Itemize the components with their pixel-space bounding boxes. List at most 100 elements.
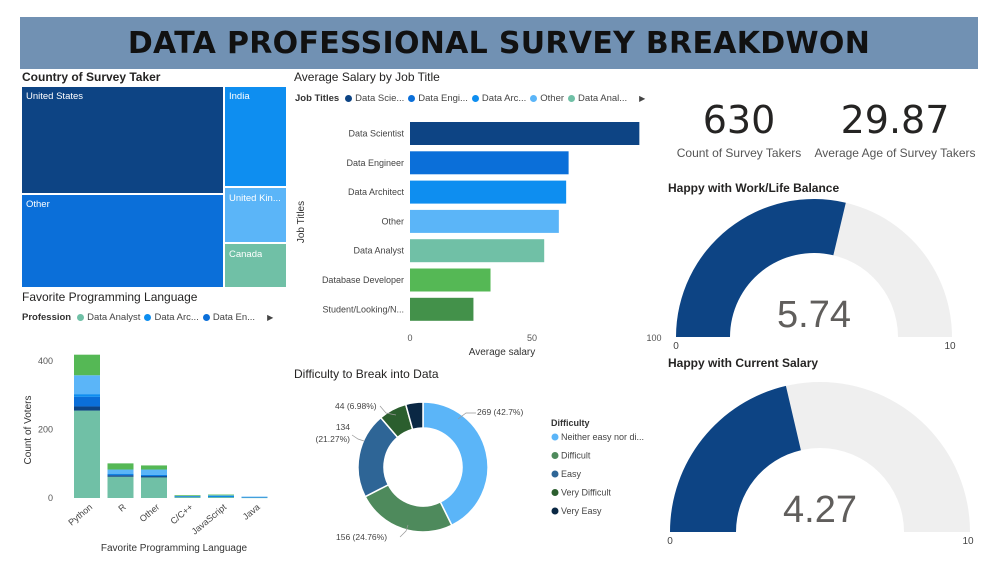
language-y-tick: 0 xyxy=(48,493,53,503)
salary-bar-chart[interactable]: Data Scientist Data Engineer Data Architec… xyxy=(290,110,662,370)
legend-label: Data Anal... xyxy=(578,93,628,104)
salary-category-label: Data Engineer xyxy=(346,158,404,168)
survey-count-label: Count of Survey Takers xyxy=(676,146,802,160)
gauge-min-label: 0 xyxy=(673,341,679,352)
legend-dot xyxy=(530,95,538,102)
current-salary-gauge-title: Happy with Current Salary xyxy=(668,356,819,370)
salary-bar-data-scientist xyxy=(410,122,640,145)
legend-label: Data Scie... xyxy=(355,93,405,104)
salary-category-label: Other xyxy=(381,216,404,226)
donut-slice-very-easy xyxy=(404,401,424,431)
language-bar-other-other xyxy=(141,469,167,475)
salary-category-label: Data Scientist xyxy=(348,129,404,139)
legend-item-data-anal[interactable]: Data Anal... xyxy=(568,93,627,104)
donut-data-label: (21.27%) xyxy=(316,434,351,444)
treemap-tile-canada[interactable]: Canada xyxy=(225,244,286,287)
legend-item-data-engi[interactable]: Data Engi... xyxy=(408,93,468,104)
legend-item-other[interactable]: Other xyxy=(530,93,564,104)
legend-item-data-arc[interactable]: Data Arc... xyxy=(144,312,199,323)
treemap-label-united-kingdom: United Kin... xyxy=(229,193,281,204)
salary-bar-data-analyst xyxy=(410,239,545,263)
language-bar-python-data-engineer xyxy=(74,396,100,407)
legend-title: Profession xyxy=(22,312,72,323)
salary-x-tick: 100 xyxy=(646,333,661,343)
work-life-balance-gauge[interactable]: 5.74 0 10 xyxy=(668,195,978,355)
salary-legend: Job Titles Data Scie... Data Engi... Data A… xyxy=(295,93,645,104)
salary-category-label: Data Analyst xyxy=(353,246,404,256)
language-x-axis-label: Favorite Programming Language xyxy=(101,543,248,554)
salary-category-label: Student/Looking/N... xyxy=(322,304,404,314)
language-category-label: C/C++ xyxy=(168,502,194,526)
legend-next-arrow-icon[interactable]: ▶ xyxy=(639,94,646,103)
language-bar-c-c-student xyxy=(174,495,201,497)
donut-legend-label: Difficult xyxy=(561,451,591,461)
language-bar-javascript-data-analyst xyxy=(208,496,234,498)
donut-legend-label: Easy xyxy=(561,469,582,479)
salary-category-label: Data Architect xyxy=(348,187,405,197)
language-bar-r-other xyxy=(107,469,134,474)
salary-y-axis-label: Job Titles xyxy=(296,201,307,243)
legend-next-arrow-icon[interactable]: ▶ xyxy=(267,313,274,322)
average-age-label: Average Age of Survey Takers xyxy=(814,146,976,160)
legend-dot xyxy=(408,95,416,102)
donut-legend-title: Difficulty xyxy=(551,418,590,428)
language-bar-c-c-data-analyst xyxy=(174,496,201,498)
legend-label: Data Analyst xyxy=(87,312,141,323)
salary-x-tick: 50 xyxy=(527,333,537,343)
average-age-value: 29.87 xyxy=(840,98,950,142)
treemap-label-united-states: United States xyxy=(26,91,84,102)
gauge-value-label: 5.74 xyxy=(777,294,851,336)
legend-label: Data Arc... xyxy=(481,93,527,104)
donut-legend-dot xyxy=(551,452,559,459)
language-bar-javascript-data-architect xyxy=(208,495,234,497)
donut-leader-line xyxy=(399,524,409,538)
legend-item-data-en[interactable]: Data En... xyxy=(202,312,256,323)
donut-legend-dot xyxy=(551,470,559,478)
language-bar-r-data-architect xyxy=(107,473,134,475)
salary-bar-other xyxy=(410,209,559,233)
language-y-axis-label: Count of Voters xyxy=(23,396,34,465)
difficulty-donut-chart[interactable]: 269 (42.7%) 44 (6.98%) 134 (21.27%) 156 (24.… xyxy=(290,385,660,565)
treemap-tile-united-kingdom[interactable]: United Kin... xyxy=(225,188,286,243)
language-bar-other-data-analyst xyxy=(141,477,167,498)
donut-legend-label: Neither easy nor di... xyxy=(561,432,644,442)
salary-category-label: Database Developer xyxy=(322,275,404,285)
treemap-tile-other[interactable]: Other xyxy=(22,195,224,287)
legend-label: Other xyxy=(540,93,565,104)
treemap-label-other: Other xyxy=(26,199,50,210)
language-bar-python-data-analyst xyxy=(74,410,100,498)
language-bar-python-data-scientist xyxy=(74,406,100,411)
language-category-label: Java xyxy=(241,502,262,522)
language-bar-other-data-scientist xyxy=(141,476,167,478)
gauge-min-label: 0 xyxy=(667,536,673,547)
salary-chart-title: Average Salary by Job Title xyxy=(294,70,440,84)
language-bar-r-data-scientist xyxy=(107,475,134,477)
legend-item-data-analyst[interactable]: Data Analyst xyxy=(77,312,140,323)
salary-bar-data-architect xyxy=(410,180,567,204)
language-bar-other-student xyxy=(141,465,167,470)
gauge-max-label: 10 xyxy=(944,341,956,352)
salary-bar-database-developer xyxy=(410,268,491,292)
treemap-tile-india[interactable]: India xyxy=(225,87,286,187)
legend-label: Data En... xyxy=(212,312,256,323)
salary-x-axis-label: Average salary xyxy=(469,347,536,358)
legend-item-data-arc[interactable]: Data Arc... xyxy=(471,93,527,104)
legend-dot xyxy=(144,314,152,321)
language-category-label: Other xyxy=(138,502,162,524)
language-bar-javascript-other xyxy=(208,495,234,497)
dashboard-title: DATA PROFESSIONAL SURVEY BREAKDWON xyxy=(127,25,871,61)
legend-dot xyxy=(202,314,210,321)
legend-item-data-scie[interactable]: Data Scie... xyxy=(345,93,404,104)
legend-label: Data Arc... xyxy=(154,312,199,323)
donut-legend-dot xyxy=(551,489,559,496)
current-salary-gauge[interactable]: 4.27 0 10 xyxy=(667,382,978,548)
language-y-tick: 400 xyxy=(38,356,53,366)
language-bar-java-other xyxy=(241,496,268,498)
country-treemap[interactable]: United States Other India United Kin... … xyxy=(22,87,286,287)
donut-leader-line xyxy=(379,405,397,416)
salary-bar-data-engineer xyxy=(410,151,569,175)
language-category-label: Python xyxy=(66,502,94,528)
language-bar-r-data-engineer xyxy=(107,474,134,476)
treemap-tile-united-states[interactable]: United States xyxy=(22,87,224,194)
